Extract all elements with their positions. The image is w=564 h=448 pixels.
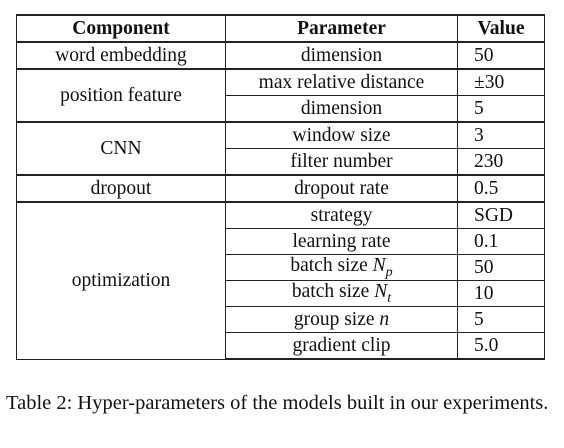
parameter-cell: batch size Np <box>225 254 458 281</box>
component-group: word embedding dimension 50 <box>16 41 545 70</box>
parameter-label: dimension <box>300 44 383 66</box>
parameter-label: dimension <box>300 97 383 119</box>
table-row: batch size Nt 10 <box>17 280 545 307</box>
parameter-label: strategy <box>310 204 373 226</box>
table-header-row: Component Parameter Value <box>16 14 545 43</box>
parameter-label: group size <box>293 308 380 330</box>
component-cell: optimization <box>16 201 226 360</box>
table-row: gradient clip 5.0 <box>17 332 545 360</box>
parameter-cell: dimension <box>225 41 458 70</box>
parameter-label: batch size <box>290 254 373 276</box>
value-cell: 50 <box>457 41 545 70</box>
component-cell: dropout <box>16 174 226 203</box>
parameter-cell: batch size Nt <box>225 280 458 307</box>
component-group: position feature max relative distance ±30… <box>16 68 545 123</box>
value-cell: 5.0 <box>457 332 545 360</box>
math-subscript: p <box>385 264 393 280</box>
table-row: learning rate 0.1 <box>17 228 545 255</box>
parameter-label: max relative distance <box>258 71 425 93</box>
parameter-cell: filter number <box>225 148 458 176</box>
parameter-label: window size <box>292 124 391 146</box>
value-cell: 230 <box>457 148 545 176</box>
table-row: dimension 5 <box>17 95 545 123</box>
component-cell: CNN <box>16 121 226 176</box>
parameter-label: batch size <box>291 280 375 302</box>
value-cell: 3 <box>457 121 545 149</box>
value-cell: 0.5 <box>457 174 545 203</box>
value-cell: SGD <box>457 201 545 229</box>
parameter-cell: learning rate <box>225 228 458 255</box>
table-row: dropout dropout rate 0.5 <box>16 174 545 203</box>
parameter-cell: group size n <box>225 306 458 333</box>
parameter-cell: dimension <box>225 95 458 123</box>
value-cell: 0.1 <box>457 228 545 255</box>
component-group: dropout dropout rate 0.5 <box>16 174 545 203</box>
parameter-cell: window size <box>225 121 458 149</box>
parameter-label: learning rate <box>292 230 391 252</box>
math-variable: n <box>379 308 390 330</box>
value-cell: ±30 <box>457 68 545 96</box>
table-row: filter number 230 <box>17 148 545 176</box>
parameter-label: dropout rate <box>294 177 389 199</box>
parameter-cell: gradient clip <box>225 332 458 360</box>
component-cell: word embedding <box>16 41 226 70</box>
header-component: Component <box>16 14 226 43</box>
table-row: CNN window size 3 <box>16 121 545 176</box>
math-subscript: t <box>387 290 392 306</box>
table-row: word embedding dimension 50 <box>16 41 545 70</box>
component-group: optimization strategy SGD learning rate 0.1 b… <box>16 201 545 360</box>
table-row: position feature max relative distance ±30 <box>16 68 545 123</box>
table-row: optimization strategy SGD <box>16 201 545 360</box>
value-cell: 10 <box>457 280 545 307</box>
parameter-cell: strategy <box>225 201 458 229</box>
value-cell: 5 <box>457 306 545 333</box>
table-caption: Table 2: Hyper-parameters of the models … <box>6 392 549 414</box>
hyperparameter-table: Component Parameter Value word embedding… <box>16 14 545 360</box>
parameter-cell: dropout rate <box>225 174 458 203</box>
header-parameter: Parameter <box>225 14 458 43</box>
header-value: Value <box>457 14 545 43</box>
value-cell: 5 <box>457 95 545 123</box>
component-group: CNN window size 3 filter number 230 <box>16 121 545 176</box>
parameter-label: filter number <box>290 150 393 172</box>
parameter-label: gradient clip <box>292 334 391 356</box>
math-variable: N <box>372 254 386 276</box>
parameter-cell: max relative distance <box>225 68 458 96</box>
math-variable: N <box>374 280 388 302</box>
value-cell: 50 <box>457 254 545 281</box>
component-cell: position feature <box>16 68 226 123</box>
